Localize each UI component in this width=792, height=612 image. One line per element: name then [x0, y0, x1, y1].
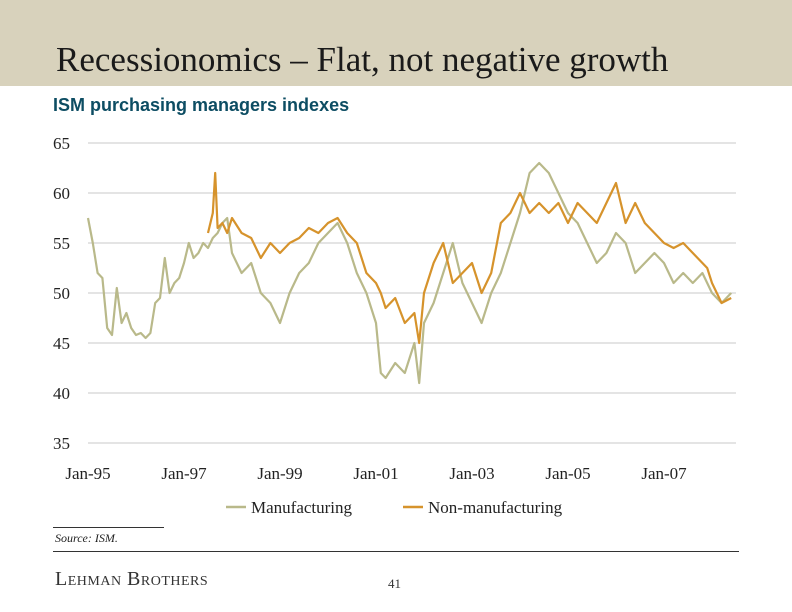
title-band [0, 0, 792, 86]
y-tick-label: 55 [53, 234, 70, 253]
y-tick-label: 35 [53, 434, 70, 453]
brand-logo: Lehman Brothers [55, 568, 209, 590]
y-tick-label: 60 [53, 184, 70, 203]
legend-label: Manufacturing [251, 498, 353, 517]
series-line-manufacturing [86, 161, 732, 385]
page-number: 41 [388, 576, 401, 591]
footer-divider [53, 551, 739, 552]
series-line-non-manufacturing [206, 171, 732, 345]
x-tick-label: Jan-05 [545, 464, 590, 483]
y-tick-label: 65 [53, 134, 70, 153]
x-tick-label: Jan-07 [641, 464, 687, 483]
x-axis-labels: Jan-95 Jan-97 Jan-99 Jan-01 Jan-03 Jan-05 Jan-… [65, 464, 687, 483]
y-tick-label: 40 [53, 384, 70, 403]
x-tick-label: Jan-01 [353, 464, 398, 483]
chart-subtitle: ISM purchasing managers indexes [53, 95, 350, 115]
y-axis-labels: 65 60 55 50 45 40 35 [53, 134, 70, 453]
series-lines [86, 161, 732, 385]
legend-label: Non-manufacturing [428, 498, 563, 517]
x-tick-label: Jan-95 [65, 464, 110, 483]
grid-lines [88, 142, 736, 444]
source-note: Source: ISM. [55, 531, 118, 545]
x-tick-label: Jan-03 [449, 464, 494, 483]
slide-title: Recessionomics – Flat, not negative grow… [56, 40, 669, 79]
source-divider [53, 527, 164, 528]
y-tick-label: 50 [53, 284, 70, 303]
y-tick-label: 45 [53, 334, 70, 353]
x-tick-label: Jan-97 [161, 464, 207, 483]
x-tick-label: Jan-99 [257, 464, 302, 483]
legend: Manufacturing Non-manufacturing [226, 498, 563, 517]
